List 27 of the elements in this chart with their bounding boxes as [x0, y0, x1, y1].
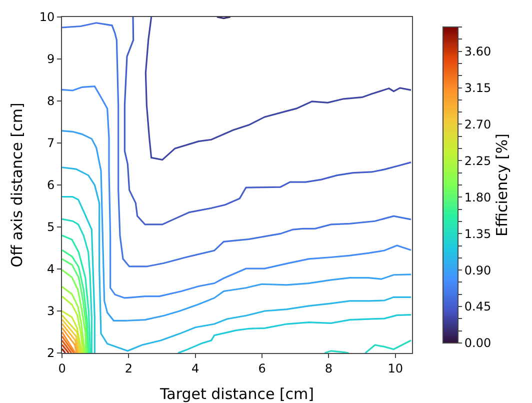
- y-tick-label: 3: [46, 304, 55, 318]
- color-bar-label: 0.45: [464, 300, 492, 314]
- x-tick-label: 2: [124, 361, 132, 376]
- color-bar-label: 2.25: [464, 154, 492, 168]
- color-bar-label: 2.70: [464, 117, 492, 132]
- y-axis-title: Off axis distance [cm]: [8, 102, 26, 268]
- x-tick-label: 6: [258, 361, 266, 376]
- color-bar-label: 1.35: [464, 226, 492, 241]
- y-tick-label: 8: [46, 94, 55, 108]
- x-tick-label: 0: [58, 361, 66, 376]
- x-tick-label: 10: [388, 361, 403, 376]
- y-tick-label: 7: [46, 136, 55, 150]
- color-bar-label: 3.15: [464, 80, 492, 95]
- color-bar-label: 3.60: [464, 44, 492, 59]
- y-tick-label: 6: [46, 178, 55, 192]
- color-bar-label: 1.80: [464, 190, 492, 204]
- x-tick-label: 4: [192, 361, 200, 376]
- color-bar-title: Efficiency [%]: [493, 134, 512, 236]
- y-tick-label: 2: [46, 346, 55, 360]
- x-tick-label: 8: [324, 361, 332, 376]
- x-axis-title: Target distance [cm]: [158, 385, 314, 403]
- y-tick-label: 10: [39, 10, 55, 24]
- y-tick-label: 5: [46, 220, 55, 234]
- color-bar-label: 0.00: [464, 336, 492, 350]
- y-tick-label: 4: [46, 262, 55, 276]
- color-bar-label: 0.90: [464, 263, 492, 278]
- y-tick-label: 9: [46, 52, 55, 66]
